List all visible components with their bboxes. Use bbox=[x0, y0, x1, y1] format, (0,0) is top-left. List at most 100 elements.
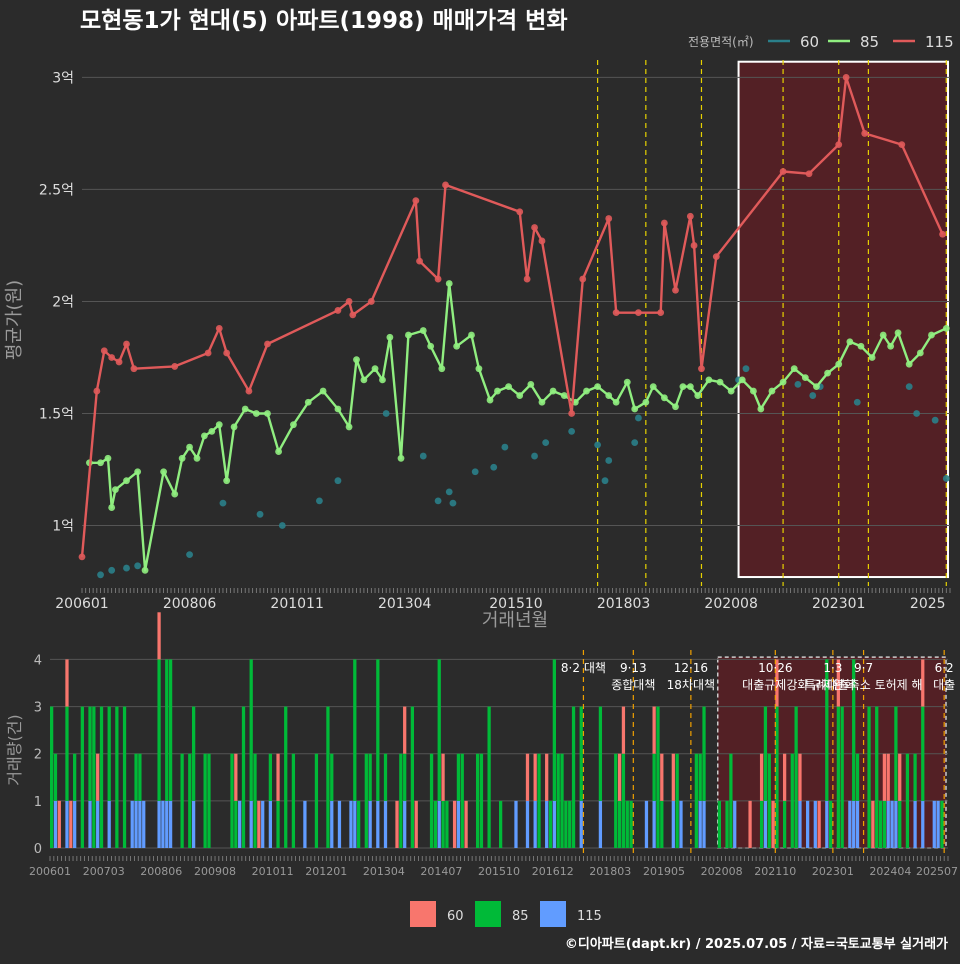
volume-bar-85 bbox=[268, 753, 273, 801]
volume-bar-115 bbox=[96, 800, 100, 848]
data-point-60 bbox=[316, 497, 323, 505]
volume-bar-115 bbox=[921, 800, 925, 848]
data-point-85 bbox=[494, 387, 501, 395]
volume-bar-115 bbox=[165, 800, 169, 848]
volume-bar-85 bbox=[840, 706, 844, 848]
policy-label: 대출 bbox=[933, 678, 955, 692]
data-point-60 bbox=[471, 468, 479, 476]
data-point-85 bbox=[779, 378, 787, 386]
data-point-60 bbox=[905, 383, 913, 390]
data-point-85 bbox=[857, 342, 865, 350]
policy-label: 규제완화 bbox=[811, 678, 855, 692]
data-point-85 bbox=[660, 394, 668, 402]
x-tick-label: 201011 bbox=[270, 596, 323, 612]
volume-bar-85 bbox=[122, 706, 127, 848]
volume-bar-115 bbox=[806, 800, 810, 848]
data-point-85 bbox=[134, 468, 142, 476]
volume-bar-60 bbox=[525, 753, 530, 801]
bar-legend-swatch-60 bbox=[410, 901, 436, 927]
y-tick-label: 2억 bbox=[52, 294, 74, 310]
data-point-85 bbox=[371, 365, 379, 373]
volume-bar-115 bbox=[598, 800, 603, 848]
data-point-60 bbox=[913, 410, 921, 417]
bottom-x-tick-label: 200601 bbox=[29, 865, 71, 878]
volume-bar-115 bbox=[65, 800, 69, 848]
data-point-85 bbox=[445, 280, 453, 287]
data-point-85 bbox=[123, 477, 130, 485]
volume-bar-85 bbox=[629, 800, 633, 848]
volume-bar-85 bbox=[855, 753, 860, 801]
volume-bar-85 bbox=[759, 800, 764, 848]
data-point-115 bbox=[349, 311, 357, 319]
volume-bar-85 bbox=[767, 753, 771, 848]
volume-bar-115 bbox=[855, 800, 860, 848]
legend-label-60: 60 bbox=[800, 33, 819, 51]
volume-bar-115 bbox=[798, 800, 802, 848]
volume-bar-60 bbox=[798, 753, 802, 801]
data-point-60 bbox=[931, 416, 939, 424]
data-point-85 bbox=[397, 454, 405, 462]
data-point-115 bbox=[898, 141, 906, 149]
volume-bar-85 bbox=[617, 800, 622, 848]
data-point-85 bbox=[894, 329, 902, 337]
volume-bar-85 bbox=[410, 706, 414, 848]
data-point-85 bbox=[475, 365, 483, 373]
volume-bar-115 bbox=[403, 800, 407, 848]
data-point-85 bbox=[486, 396, 494, 404]
volume-bar-85 bbox=[368, 753, 372, 801]
volume-bar-85 bbox=[157, 659, 161, 801]
data-point-85 bbox=[549, 387, 557, 395]
data-point-85 bbox=[252, 410, 260, 417]
volume-bar-115 bbox=[268, 800, 273, 848]
data-point-115 bbox=[345, 298, 353, 305]
volume-bar-85 bbox=[241, 706, 246, 848]
volume-bar-60 bbox=[771, 800, 775, 848]
data-point-85 bbox=[386, 333, 394, 341]
data-point-115 bbox=[264, 340, 271, 348]
policy-label: 특례대출축소 토허제 해 bbox=[805, 678, 923, 692]
bar-legend-swatch-115 bbox=[540, 901, 566, 927]
data-point-115 bbox=[672, 286, 679, 294]
data-point-85 bbox=[649, 383, 657, 390]
x-tick-label: 201510 bbox=[489, 596, 542, 612]
data-point-60 bbox=[542, 439, 550, 447]
volume-bar-85 bbox=[188, 753, 192, 848]
data-point-115 bbox=[835, 141, 843, 149]
volume-bar-85 bbox=[134, 753, 138, 801]
volume-bar-115 bbox=[107, 800, 111, 848]
volume-bar-85 bbox=[898, 800, 902, 848]
bottom-x-tick-label: 201304 bbox=[363, 865, 405, 878]
x-tick-label: 202008 bbox=[704, 596, 757, 612]
volume-bar-85 bbox=[921, 706, 925, 801]
data-point-85 bbox=[108, 504, 116, 511]
volume-bar-85 bbox=[230, 753, 234, 848]
volume-bar-85 bbox=[429, 753, 434, 848]
volume-bar-115 bbox=[437, 800, 441, 848]
volume-bar-85 bbox=[556, 753, 560, 848]
data-point-85 bbox=[846, 338, 854, 346]
data-point-85 bbox=[583, 387, 590, 395]
volume-bar-85 bbox=[564, 800, 568, 848]
data-point-60 bbox=[605, 457, 613, 464]
volume-bar-85 bbox=[894, 706, 898, 801]
volume-bar-60 bbox=[898, 753, 902, 801]
volume-bar-85 bbox=[614, 753, 618, 848]
x-tick-label: 200601 bbox=[55, 596, 108, 612]
policy-label: 9·13 bbox=[620, 661, 647, 675]
data-point-85 bbox=[419, 327, 427, 334]
volume-bar-85 bbox=[249, 659, 253, 801]
volume-bar-85 bbox=[875, 706, 879, 848]
policy-label: 9·7 bbox=[854, 661, 873, 675]
data-point-115 bbox=[538, 237, 546, 245]
data-point-85 bbox=[468, 331, 475, 339]
volume-bar-115 bbox=[644, 800, 649, 848]
volume-bar-85 bbox=[487, 706, 491, 848]
data-point-115 bbox=[334, 307, 342, 314]
volume-bar-85 bbox=[180, 753, 184, 848]
volume-bar-85 bbox=[479, 753, 484, 848]
volume-bar-115 bbox=[533, 800, 537, 848]
data-point-115 bbox=[568, 410, 576, 417]
volume-bar-85 bbox=[913, 753, 917, 801]
bar-legend-label-115: 115 bbox=[577, 909, 602, 924]
data-point-115 bbox=[612, 309, 620, 317]
